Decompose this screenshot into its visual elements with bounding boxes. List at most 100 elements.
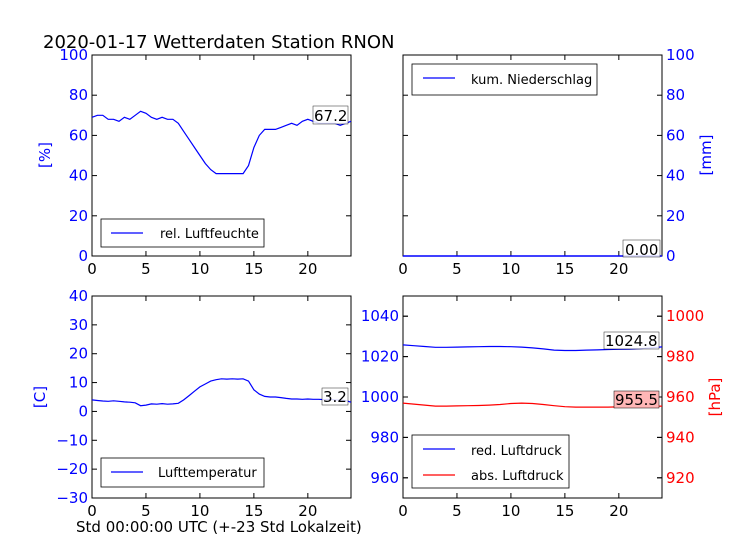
- x-tick-label: 0: [87, 260, 97, 278]
- pressure-y-axis-label-right: [hPa]: [706, 378, 724, 417]
- x-tick-label: 10: [190, 260, 209, 278]
- x-tick-label: 10: [190, 502, 209, 520]
- x-tick-label: 15: [555, 502, 574, 520]
- y-tick-label: 100: [59, 46, 88, 64]
- x-tick-label: 0: [398, 260, 408, 278]
- temperature-series-line: [91, 378, 352, 407]
- red-luftdruck-series-line: [402, 344, 663, 352]
- y-tick-label: 10: [69, 374, 88, 392]
- precipitation-legend: kum. Niederschlag: [411, 63, 598, 96]
- y-tick-label: −30: [56, 489, 88, 507]
- y-tick-label: 960: [370, 469, 399, 487]
- temperature-annotation-box: [321, 387, 349, 406]
- humidity-legend: rel. Luftfeuchte: [100, 218, 265, 248]
- abs-luftdruck-annotation-box: [613, 390, 660, 409]
- y-tick-label: 80: [69, 86, 88, 104]
- y-tick-label: 0: [666, 247, 676, 265]
- x-tick-label: 20: [298, 502, 317, 520]
- temperature-value-annotation: 3.2: [321, 387, 349, 406]
- x-tick-label: 15: [244, 502, 263, 520]
- temperature-y-ticks: −30 −20 −10 0 10 20 30 40: [56, 287, 351, 507]
- x-tick-label: 20: [609, 260, 628, 278]
- humidity-plot-frame: [91, 54, 352, 257]
- precipitation-x-ticks: 0 5 10 15 20: [398, 55, 628, 278]
- pressure-y-ticks-left: 960 980 1000 1020 1040: [361, 307, 662, 487]
- pressure-legend-box: [411, 434, 570, 489]
- humidity-annotation-text: 67.2: [314, 107, 347, 125]
- panel-humidity: 0 5 10 15 20 0 20 40 60 80 100 [%] rel. Luftfeuch…: [36, 46, 352, 278]
- y-tick-label: 100: [666, 46, 695, 64]
- y-tick-label: 40: [69, 287, 88, 305]
- precipitation-annotation-box: [622, 239, 661, 258]
- y-tick-label: 0: [78, 247, 88, 265]
- y-tick-label: 20: [69, 345, 88, 363]
- y-tick-label: 60: [666, 126, 685, 144]
- y-tick-label: 40: [69, 167, 88, 185]
- panel-pressure: 0 5 10 15 20 960 980 1000 1020 1040 920 940 960 980…: [361, 295, 724, 520]
- x-tick-label: 10: [501, 260, 520, 278]
- y-tick-label: 980: [370, 428, 399, 446]
- abs-luftdruck-value-annotation: 955.5: [613, 390, 660, 409]
- y-tick-label: 60: [69, 126, 88, 144]
- figure-x-axis-label: Std 00:00:00 UTC (+-23 Std Lokalzeit): [76, 518, 362, 536]
- x-tick-label: 20: [609, 502, 628, 520]
- y-tick-label: 0: [78, 402, 88, 420]
- temperature-legend: Lufttemperatur: [100, 457, 265, 488]
- temperature-annotation-text: 3.2: [323, 388, 347, 406]
- x-tick-label: 5: [452, 502, 462, 520]
- x-tick-label: 15: [555, 260, 574, 278]
- pressure-x-ticks: 0 5 10 15 20: [398, 296, 628, 520]
- y-tick-label: 1040: [361, 307, 399, 325]
- x-tick-label: 20: [298, 260, 317, 278]
- y-tick-label: 940: [666, 428, 695, 446]
- y-tick-label: 20: [69, 207, 88, 225]
- humidity-legend-label: rel. Luftfeuchte: [160, 227, 259, 242]
- red-luftdruck-value-annotation: 1024.8: [603, 331, 660, 350]
- x-tick-label: 15: [244, 260, 263, 278]
- pressure-legend: red. Luftdruck abs. Luftdruck: [411, 434, 570, 489]
- humidity-x-ticks: 0 5 10 15 20: [87, 55, 317, 278]
- precipitation-y-ticks: 0 20 40 60 80 100: [403, 46, 695, 265]
- temperature-x-ticks: 0 5 10 15 20: [87, 296, 317, 520]
- precipitation-legend-label: kum. Niederschlag: [471, 73, 592, 88]
- humidity-y-axis-label: [%]: [36, 142, 54, 168]
- red-luftdruck-legend-label: red. Luftdruck: [471, 444, 562, 459]
- precipitation-legend-box: [411, 63, 598, 96]
- y-tick-label: 40: [666, 167, 685, 185]
- red-luftdruck-annotation-text: 1024.8: [605, 332, 658, 350]
- humidity-annotation-box: [312, 105, 349, 125]
- y-tick-label: 1000: [361, 388, 399, 406]
- humidity-y-ticks: 0 20 40 60 80 100: [59, 46, 351, 265]
- figure-title: 2020-01-17 Wetterdaten Station RNON: [43, 32, 394, 53]
- humidity-value-annotation: 67.2: [312, 105, 349, 125]
- y-tick-label: 960: [666, 388, 695, 406]
- humidity-series-line: [91, 110, 352, 175]
- y-tick-label: 980: [666, 348, 695, 366]
- x-tick-label: 5: [452, 260, 462, 278]
- precipitation-y-axis-label: [mm]: [697, 135, 715, 176]
- y-tick-label: −10: [56, 431, 88, 449]
- temperature-plot-frame: [91, 295, 352, 499]
- temperature-legend-label: Lufttemperatur: [158, 466, 257, 481]
- abs-luftdruck-legend-label: abs. Luftdruck: [471, 469, 564, 484]
- y-tick-label: 1000: [666, 307, 704, 325]
- y-tick-label: 80: [666, 86, 685, 104]
- y-tick-label: −20: [56, 460, 88, 478]
- precipitation-value-annotation: 0.00: [622, 239, 661, 259]
- panel-temperature: 0 5 10 15 20 −30 −20 −10 0 10 20 30 40 [C] Lufttemp…: [31, 287, 352, 520]
- pressure-y-ticks-right: 920 940 960 980 1000: [403, 307, 704, 487]
- x-tick-label: 10: [501, 502, 520, 520]
- y-tick-label: 30: [69, 316, 88, 334]
- x-tick-label: 0: [398, 502, 408, 520]
- red-luftdruck-annotation-box: [603, 331, 660, 350]
- panel-precipitation: 0 5 10 15 20 0 20 40 60 80 100 [mm] kum. Niedersc…: [398, 46, 715, 278]
- y-tick-label: 1020: [361, 348, 399, 366]
- x-tick-label: 5: [141, 502, 151, 520]
- x-tick-label: 5: [141, 260, 151, 278]
- y-tick-label: 20: [666, 207, 685, 225]
- y-tick-label: 920: [666, 469, 695, 487]
- x-tick-label: 0: [87, 502, 97, 520]
- precipitation-annotation-text: 0.00: [625, 241, 658, 259]
- temperature-y-axis-label: [C]: [31, 386, 49, 408]
